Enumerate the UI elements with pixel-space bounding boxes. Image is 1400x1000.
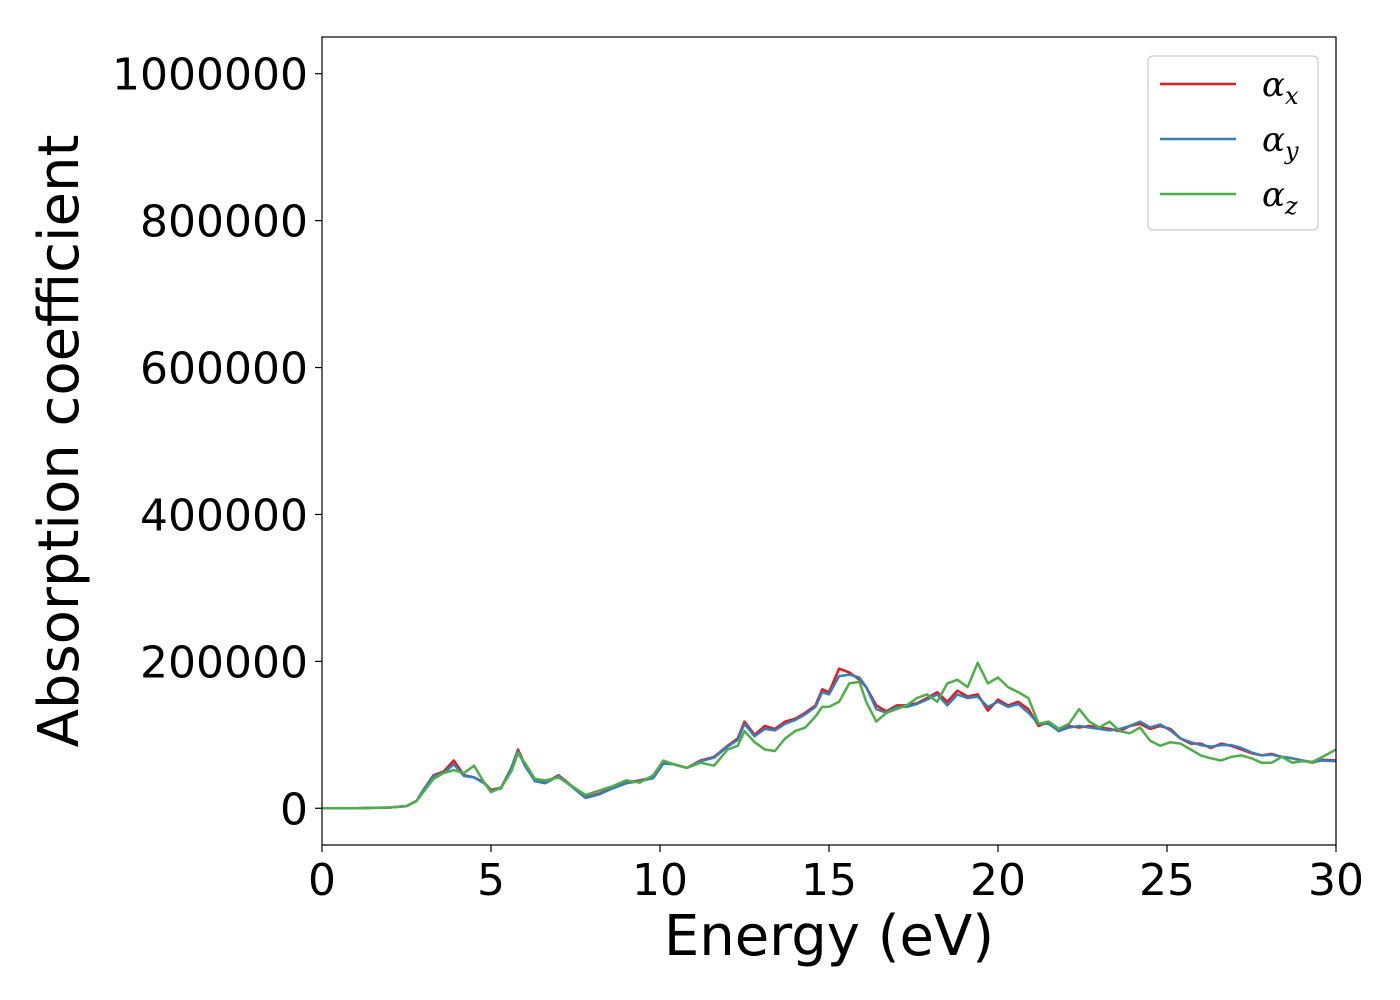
- legend: αx αy αz: [1147, 55, 1319, 231]
- series-layer: [322, 661, 1336, 810]
- plot-area: [321, 36, 1337, 846]
- x-axis-title: Energy (eV): [664, 904, 994, 969]
- y-axis-ticks: 0 200000 400000 600000 800000 1000000: [112, 50, 322, 835]
- x-tick-label: 15: [801, 855, 857, 906]
- x-tick-label: 20: [970, 855, 1026, 906]
- y-tick-label: 800000: [140, 197, 308, 248]
- x-tick-label: 25: [1139, 855, 1195, 906]
- y-tick-label: 1000000: [112, 50, 308, 101]
- x-axis-ticks: 0 5 10 15 20 25 30: [308, 845, 1364, 906]
- legend-label-x: αx: [1262, 65, 1299, 110]
- x-tick-label: 10: [632, 855, 688, 906]
- y-tick-label: 200000: [140, 637, 308, 688]
- y-tick-label: 400000: [140, 490, 308, 541]
- x-tick-label: 0: [308, 855, 336, 906]
- y-tick-label: 0: [280, 784, 308, 835]
- legend-box: [1147, 55, 1319, 231]
- x-tick-label: 30: [1308, 855, 1364, 906]
- y-tick-label: 600000: [140, 344, 308, 395]
- series-line-z: [322, 661, 1336, 810]
- legend-label-y: αy: [1262, 120, 1299, 165]
- y-axis-title: Absorption coefficient: [27, 135, 92, 748]
- legend-label-z: αz: [1262, 175, 1298, 220]
- x-tick-label: 5: [477, 855, 505, 906]
